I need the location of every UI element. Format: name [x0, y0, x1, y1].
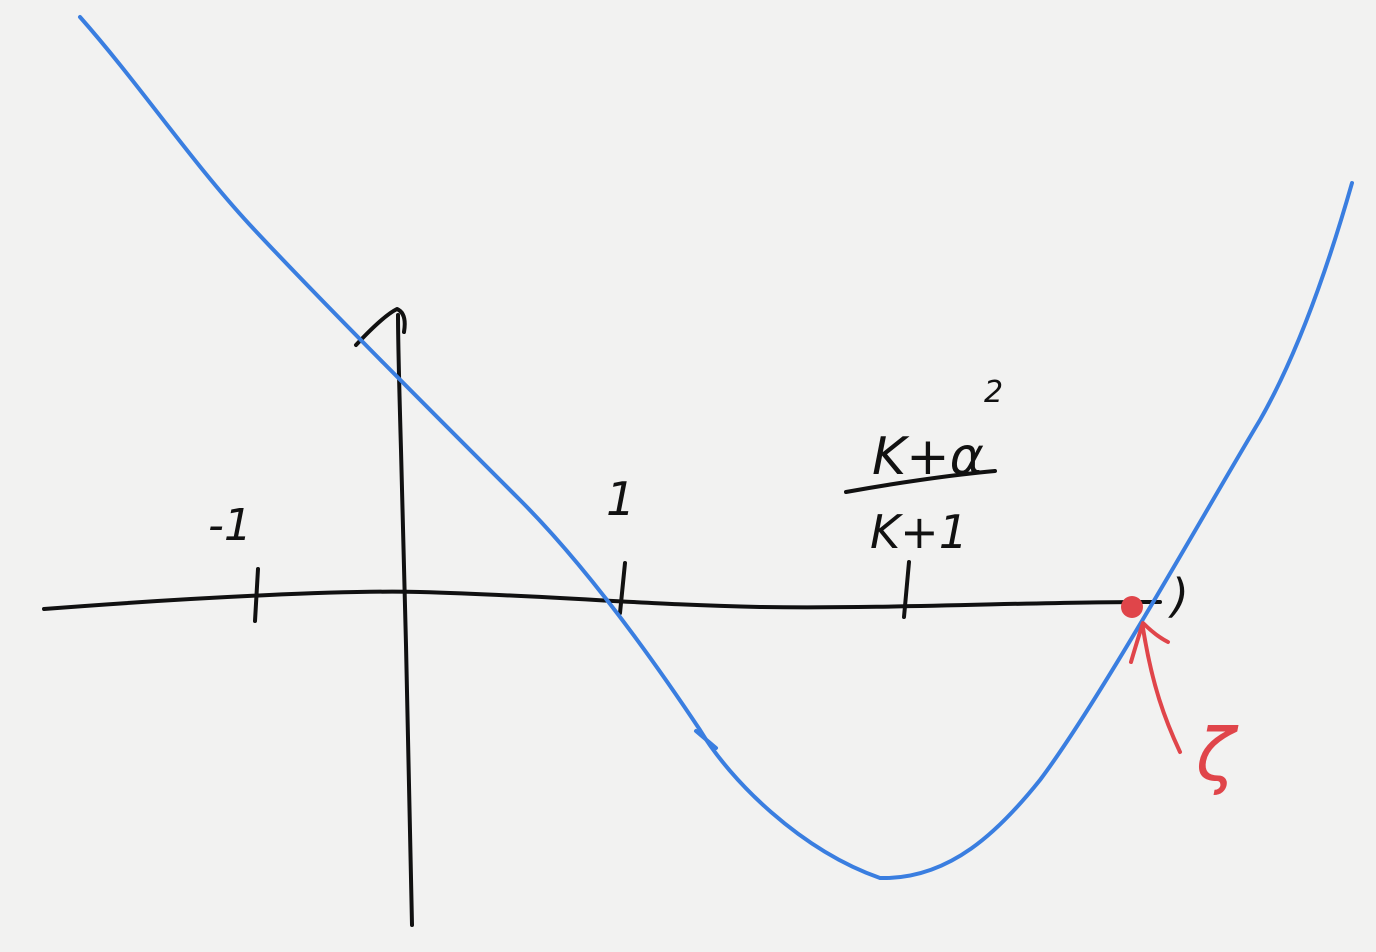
tick-one — [618, 561, 627, 615]
curve-flick — [694, 729, 718, 750]
root-point — [1121, 596, 1143, 618]
label-minus-one: -1 — [208, 500, 252, 551]
fraction-label: K+α 2 K+1 — [844, 375, 1003, 559]
root-label-zeta: ζ — [1195, 713, 1239, 797]
fraction-exponent: 2 — [984, 375, 1003, 410]
fraction-bar — [844, 469, 997, 494]
y-axis — [396, 313, 414, 927]
root-arrow — [1141, 626, 1182, 754]
tick-fraction — [902, 560, 911, 619]
root-arrowhead — [1129, 621, 1170, 664]
y-axis-arrowhead — [354, 307, 407, 347]
fraction-denominator: K+1 — [870, 505, 968, 559]
label-one: 1 — [606, 472, 635, 526]
function-curve — [78, 15, 1354, 881]
open-paren: ) — [1168, 569, 1189, 623]
tick-minus-one — [253, 567, 260, 623]
